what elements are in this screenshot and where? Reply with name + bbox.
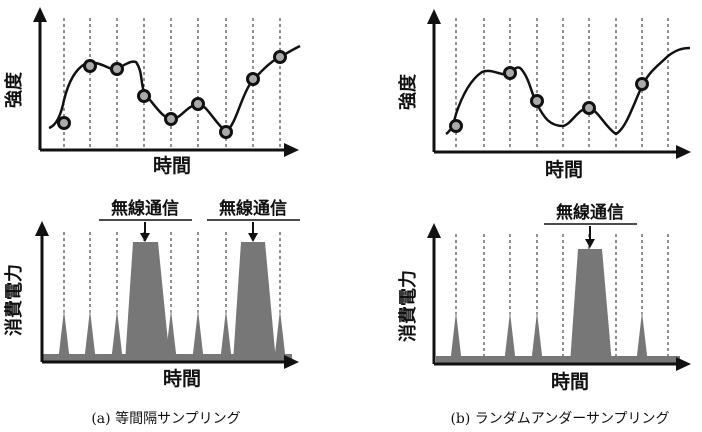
random-signal-chart: 強度 時間 xyxy=(397,9,691,181)
sample-point xyxy=(273,50,287,64)
x-axis-arrowhead xyxy=(284,355,299,369)
uniform-sample-points xyxy=(57,50,287,139)
wireless-burst xyxy=(125,242,170,362)
wireless-label: 無線通信 xyxy=(556,202,624,223)
wireless-label: 無線通信 xyxy=(111,198,179,219)
random-power-chart: 無線通信 消費電力 時間 xyxy=(397,202,691,393)
time-axis-label: 時間 xyxy=(551,371,589,393)
random-power-shapes xyxy=(436,249,680,364)
x-axis-arrowhead xyxy=(284,143,299,157)
uniform-signal-chart: 強度 時間 xyxy=(3,7,301,177)
wireless-burst xyxy=(233,242,276,362)
random-power-gridlines xyxy=(455,234,669,364)
sample-point xyxy=(530,94,544,108)
sampling-spike xyxy=(220,310,232,362)
sample-point xyxy=(635,77,649,91)
random-power-axes xyxy=(427,223,691,371)
power-axis-label: 消費電力 xyxy=(397,270,419,342)
time-axis-label: 時間 xyxy=(153,155,191,177)
time-axis-label: 時間 xyxy=(545,159,583,181)
panel-random: 強度 時間 xyxy=(397,9,691,427)
x-axis-arrowhead xyxy=(676,357,691,371)
uniform-signal-axes xyxy=(33,7,299,157)
time-axis-label: 時間 xyxy=(163,368,201,390)
baseline-power xyxy=(436,356,680,364)
caption-random: (b) ランダムアンダーサンプリング xyxy=(450,411,669,427)
uniform-power-shapes xyxy=(42,242,292,362)
sampling-spike xyxy=(450,312,462,364)
sampling-spike xyxy=(165,310,177,362)
sample-point xyxy=(83,59,97,73)
sampling-spike xyxy=(84,310,96,362)
sample-point xyxy=(137,89,151,103)
sample-point xyxy=(57,116,71,130)
x-axis-arrowhead xyxy=(676,145,691,159)
y-axis-arrowhead xyxy=(427,9,441,24)
sample-point xyxy=(449,119,463,133)
random-signal-curve xyxy=(445,46,691,136)
intensity-axis-label: 強度 xyxy=(3,71,25,108)
sampling-spike xyxy=(531,312,543,364)
wireless-arrowhead xyxy=(248,233,258,242)
power-axis-label: 消費電力 xyxy=(3,264,25,336)
wireless-burst xyxy=(570,249,612,364)
sampling-spike xyxy=(504,312,516,364)
y-axis-arrowhead xyxy=(427,223,441,238)
wireless-arrowhead xyxy=(140,233,150,242)
random-wireless-callout: 無線通信 xyxy=(544,202,637,248)
random-sample-points xyxy=(449,66,649,133)
uniform-power-chart: 無線通信 無線通信 消費電力 時間 xyxy=(3,198,300,390)
wireless-arrowhead xyxy=(585,239,595,248)
random-signal-axes xyxy=(427,9,691,159)
uniform-power-axes xyxy=(35,221,299,369)
intensity-axis-label: 強度 xyxy=(397,73,419,110)
uniform-wireless-callouts: 無線通信 無線通信 xyxy=(99,198,300,242)
sample-point xyxy=(503,66,517,80)
sampling-spike xyxy=(274,310,286,362)
sampling-spike xyxy=(58,310,70,362)
caption-uniform: (a) 等間隔サンプリング xyxy=(91,410,240,427)
sample-point xyxy=(110,62,124,76)
sample-point xyxy=(191,97,205,111)
sampling-spike xyxy=(636,312,648,364)
y-axis-arrowhead xyxy=(35,221,49,236)
sampling-spike xyxy=(192,310,204,362)
sampling-spike xyxy=(111,310,123,362)
sample-point xyxy=(219,125,233,139)
wireless-label: 無線通信 xyxy=(219,198,287,219)
sample-point xyxy=(246,72,260,86)
y-axis-arrowhead xyxy=(33,7,47,22)
sample-point xyxy=(582,101,596,115)
panel-uniform: 強度 時間 xyxy=(3,7,301,427)
sample-point xyxy=(164,112,178,126)
